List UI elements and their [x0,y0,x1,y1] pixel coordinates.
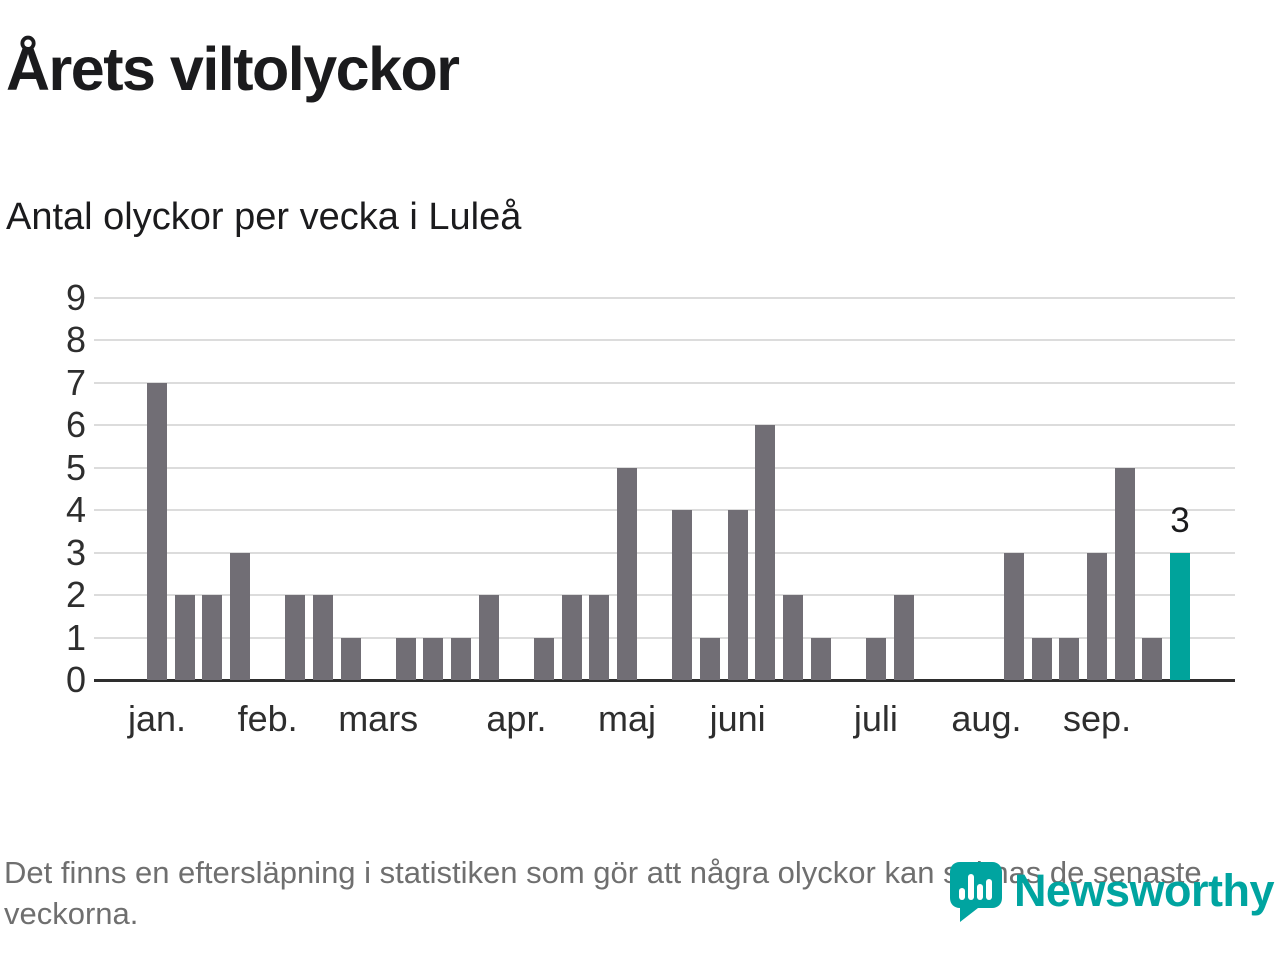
bar [1087,552,1108,680]
bar-highlighted [1170,552,1190,680]
x-axis-month-label: sep. [1063,698,1132,739]
x-axis-month-label: juni [709,698,766,739]
y-axis-tick-label: 3 [65,531,86,573]
bar [617,467,638,680]
gridline [94,509,1235,512]
bar-chart: 0 1 2 3 4 5 6 7 8 9 jan. feb. mars apr. maj juni juli aug… [0,277,1280,758]
y-axis-tick-label: 9 [65,277,86,318]
bar [727,510,748,680]
page-title: Årets viltolyckor [6,35,460,103]
bar [340,637,361,680]
y-axis-tick-label: 5 [65,446,86,488]
bar [1059,637,1080,680]
bar [893,595,914,680]
bar [672,510,693,680]
gridline [94,636,1235,639]
gridline [94,594,1235,597]
bar [174,595,195,680]
bar [589,595,610,680]
bar [1004,552,1025,680]
y-axis-tick-label: 0 [65,659,86,700]
bar [451,637,472,680]
bar [478,595,499,680]
x-axis-month-label: jan. [127,698,187,739]
bar [1114,467,1135,680]
newsworthy-logo-text: Newsworthy [1013,865,1275,916]
bar [1031,637,1052,680]
gridline [94,297,1235,299]
bar [423,637,444,680]
y-axis-tick-label: 2 [65,574,86,616]
gridline [94,424,1235,427]
newsworthy-logo: Newsworthy [948,860,1275,922]
bar [782,595,803,680]
y-axis-tick-label: 6 [65,404,86,446]
bar [395,637,416,680]
bar [534,637,555,680]
x-axis-month-label: juli [853,698,898,739]
gridline [94,466,1235,469]
gridline [94,381,1235,384]
bar [312,595,333,680]
bar [229,552,250,680]
newsworthy-pin-barchart-icon [949,862,1002,922]
y-axis-tick-label: 4 [65,489,86,531]
bar [699,637,720,680]
bar [865,637,886,680]
x-axis-month-label: mars [338,698,419,739]
bar [755,425,776,680]
chart-subtitle: Antal olyckor per vecka i Luleå [6,196,522,238]
x-axis-month-label: apr. [486,698,547,739]
bar [1142,637,1163,680]
last-value-annotation: 3 [1170,500,1190,540]
y-axis-tick-label: 8 [65,319,86,361]
y-axis-tick-label: 7 [65,361,86,403]
x-axis-month-label: feb. [237,698,298,739]
gridline [94,339,1235,342]
footnote: Det finns en eftersläpning i statistiken… [4,855,1202,932]
y-axis-tick-label: 1 [65,616,86,658]
plot-area [94,297,1235,682]
bar [561,595,582,680]
x-axis-month-label: aug. [951,698,1022,739]
bar [285,595,306,680]
x-axis-month-label: maj [598,698,657,739]
x-axis-line [94,679,1235,682]
bar [147,382,167,680]
gridline [94,551,1235,554]
bar [810,637,831,680]
bar [202,595,223,680]
